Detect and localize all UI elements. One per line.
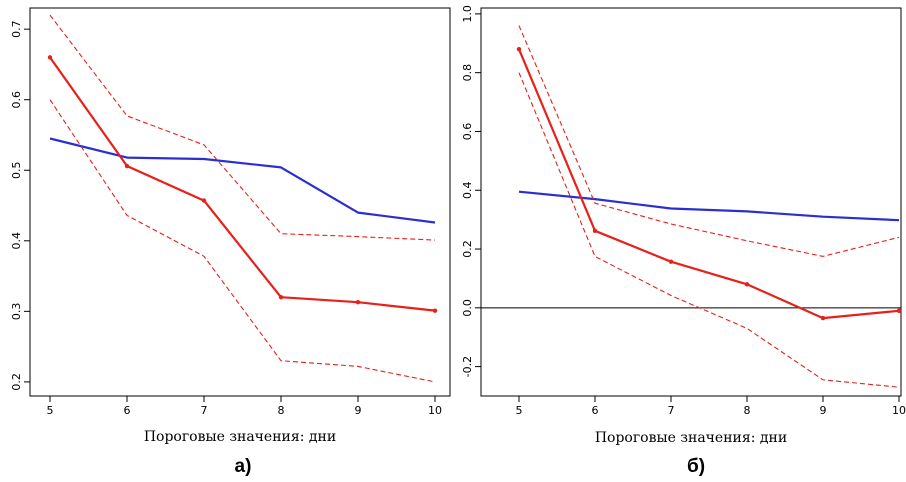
x-tick-label: 5 [516,404,523,417]
y-tick-label: 0.7 [10,20,23,37]
data-point [896,308,902,313]
data-point [592,228,598,234]
y-tick-label: 0.2 [10,373,23,391]
data-point [516,46,522,52]
chart-panel-1: 5 6 7 8 9 10 0.2 0.3 0.4 0.5 0.6 0.7 Пороговые значе… [10,7,451,477]
y-tick-label: 0.2 [461,240,474,258]
x-tick-label: 9 [820,404,827,417]
x-tick-label: 9 [355,404,362,417]
y-tick-label: 1.0 [461,5,474,23]
y-tick-label: 0.6 [461,123,474,141]
series-red-lower [518,72,900,388]
x-tick-label: 6 [592,404,599,417]
series-blue-line [49,137,436,224]
series-red-upper [518,25,900,257]
y-tick-label: 0.8 [461,64,474,82]
x-tick-label: 7 [201,404,208,417]
series-red-line [517,48,900,320]
x-axis-label: Пороговые значения: дни [595,430,787,446]
series-blue-line [518,190,900,222]
y-tick-label: 0.4 [461,181,474,199]
y-tick-label: 0.5 [10,162,23,180]
plot-frame [29,7,451,397]
x-tick-label: 8 [744,404,751,417]
data-point [744,282,750,287]
data-point [820,315,826,321]
x-tick-label: 10 [892,404,906,417]
x-tick-label: 6 [124,404,131,417]
x-tick-label: 5 [47,404,54,417]
data-point [432,308,438,313]
y-tick-label: 0.3 [10,303,23,321]
x-tick-label: 8 [278,404,285,417]
x-tick-label: 7 [668,404,675,417]
series-red-lower [49,99,436,383]
data-point [201,198,207,203]
x-axis-label: Пороговые значения: дни [144,429,336,445]
series-red-line [49,56,436,312]
panel-caption: а) [235,456,252,477]
y-tick-label: 0.6 [10,91,23,109]
y-tick-label: 0.4 [10,232,23,250]
x-tick-label: 10 [428,404,442,417]
data-point [668,259,674,264]
y-tick-label: 0.0 [461,299,474,317]
y-tick-label: -0.2 [461,356,474,377]
panel-caption: б) [687,456,705,477]
data-point [355,299,361,305]
data-point [278,295,284,300]
data-point [47,55,53,60]
data-point [124,163,130,169]
chart-panel-2: 5 6 7 8 9 10 -0.2 0.0 0.2 0.4 0.6 0.8 1.0 Пороговые з… [461,5,906,477]
series-red-upper [49,14,436,241]
plot-frame [480,7,902,397]
